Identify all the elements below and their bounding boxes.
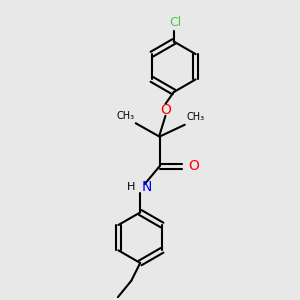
Text: O: O: [188, 159, 199, 173]
Text: CH₃: CH₃: [186, 112, 204, 122]
Text: H: H: [128, 182, 136, 192]
Text: Cl: Cl: [169, 16, 182, 29]
Text: N: N: [142, 180, 152, 194]
Text: CH₃: CH₃: [116, 111, 134, 121]
Text: O: O: [160, 103, 171, 117]
